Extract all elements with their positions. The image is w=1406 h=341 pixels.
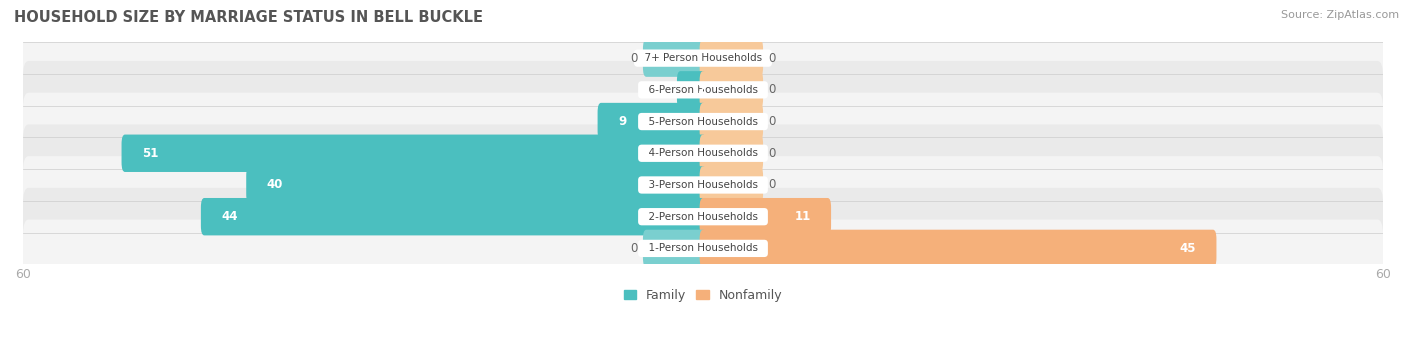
Text: 0: 0 (769, 115, 776, 128)
FancyBboxPatch shape (22, 156, 1384, 214)
FancyBboxPatch shape (22, 93, 1384, 150)
Text: 0: 0 (630, 242, 637, 255)
FancyBboxPatch shape (22, 220, 1384, 277)
FancyBboxPatch shape (121, 135, 706, 172)
FancyBboxPatch shape (643, 40, 706, 77)
Text: 51: 51 (142, 147, 159, 160)
FancyBboxPatch shape (700, 166, 763, 204)
FancyBboxPatch shape (22, 61, 1384, 119)
Text: 3-Person Households: 3-Person Households (641, 180, 765, 190)
Text: 40: 40 (267, 178, 283, 192)
Text: 0: 0 (769, 83, 776, 97)
Text: HOUSEHOLD SIZE BY MARRIAGE STATUS IN BELL BUCKLE: HOUSEHOLD SIZE BY MARRIAGE STATUS IN BEL… (14, 10, 484, 25)
FancyBboxPatch shape (246, 166, 706, 204)
FancyBboxPatch shape (22, 124, 1384, 182)
Text: 44: 44 (221, 210, 238, 223)
FancyBboxPatch shape (22, 29, 1384, 87)
Text: 4-Person Households: 4-Person Households (641, 148, 765, 158)
Text: 6-Person Households: 6-Person Households (641, 85, 765, 95)
Text: 0: 0 (630, 51, 637, 65)
Text: 45: 45 (1180, 242, 1197, 255)
FancyBboxPatch shape (598, 103, 706, 140)
Text: 0: 0 (769, 147, 776, 160)
Text: 7+ Person Households: 7+ Person Households (638, 53, 768, 63)
FancyBboxPatch shape (201, 198, 706, 235)
Text: 2: 2 (697, 83, 706, 97)
Text: 11: 11 (794, 210, 811, 223)
FancyBboxPatch shape (700, 135, 763, 172)
Text: 5-Person Households: 5-Person Households (641, 117, 765, 127)
Text: 2-Person Households: 2-Person Households (641, 212, 765, 222)
FancyBboxPatch shape (700, 103, 763, 140)
Text: 1-Person Households: 1-Person Households (641, 243, 765, 253)
Text: 9: 9 (619, 115, 626, 128)
FancyBboxPatch shape (676, 71, 706, 108)
FancyBboxPatch shape (700, 71, 763, 108)
Legend: Family, Nonfamily: Family, Nonfamily (619, 284, 787, 307)
Text: 0: 0 (769, 178, 776, 192)
FancyBboxPatch shape (22, 188, 1384, 246)
FancyBboxPatch shape (700, 40, 763, 77)
Text: 0: 0 (769, 51, 776, 65)
FancyBboxPatch shape (700, 230, 1216, 267)
FancyBboxPatch shape (700, 198, 831, 235)
FancyBboxPatch shape (643, 230, 706, 267)
Text: Source: ZipAtlas.com: Source: ZipAtlas.com (1281, 10, 1399, 20)
